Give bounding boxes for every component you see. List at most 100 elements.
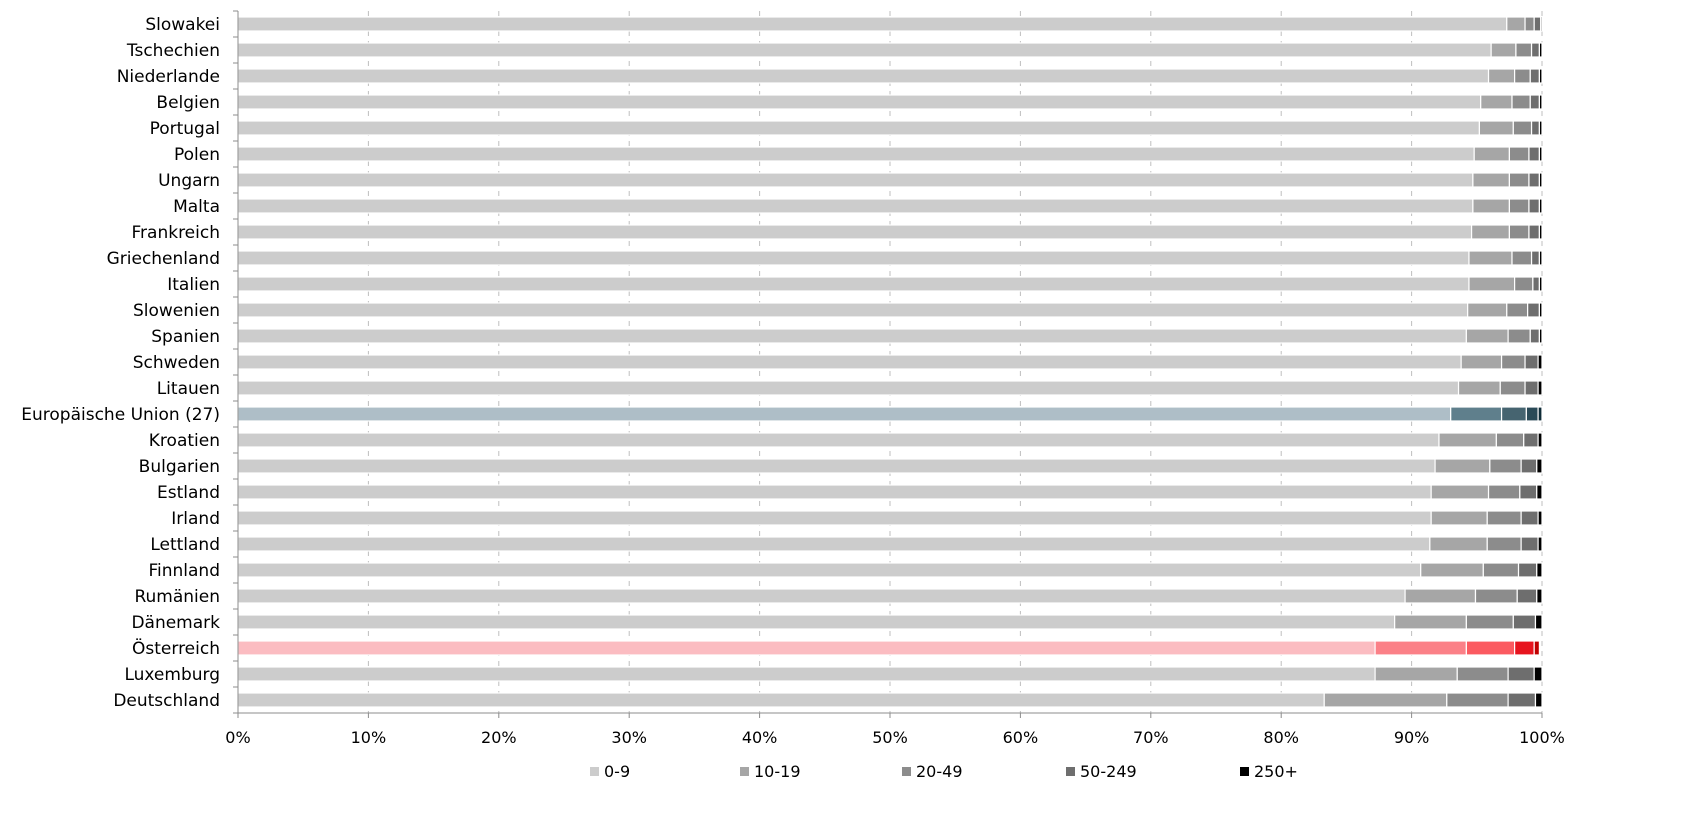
- category-label: Slowakei: [145, 15, 220, 35]
- x-tick-label: 20%: [481, 728, 517, 747]
- bar-segment: [1517, 562, 1538, 578]
- bar-segment: [1538, 198, 1543, 214]
- bar-row: [237, 484, 1543, 500]
- bar-segment: [1533, 16, 1542, 32]
- bar-segment: [1507, 328, 1531, 344]
- bar-row: [237, 224, 1543, 240]
- bar-segment: [1534, 692, 1543, 708]
- bar-segment: [237, 250, 1470, 266]
- bar-segment: [1536, 562, 1543, 578]
- bar-segment: [1530, 250, 1540, 266]
- legend-item: 10-19: [740, 762, 801, 781]
- bar-segment: [1500, 354, 1526, 370]
- category-label: Dänemark: [131, 613, 220, 633]
- bar-segment: [1537, 432, 1543, 448]
- bar-segment: [1520, 458, 1538, 474]
- bar-segment: [237, 146, 1475, 162]
- bar-segment: [1489, 458, 1522, 474]
- bar-row: [237, 68, 1543, 84]
- bar-segment: [1516, 588, 1538, 604]
- bar-segment: [1500, 406, 1527, 422]
- x-tick-label: 40%: [742, 728, 778, 747]
- legend-item: 0-9: [590, 762, 630, 781]
- bar-segment: [1520, 536, 1539, 552]
- category-label: Kroatien: [149, 431, 220, 451]
- bar-segment: [237, 94, 1482, 110]
- bar-segment: [1429, 536, 1488, 552]
- bar-segment: [1508, 198, 1530, 214]
- category-label: Rumänien: [134, 587, 220, 607]
- bar-segment: [1514, 276, 1534, 292]
- bar-segment: [237, 68, 1490, 84]
- bar-segment: [1420, 562, 1484, 578]
- legend-item: 20-49: [902, 762, 963, 781]
- bar-row: [237, 562, 1543, 578]
- bar-segment: [1515, 42, 1533, 58]
- bar-segment: [1529, 94, 1540, 110]
- bar-segment: [237, 16, 1508, 32]
- bar-segment: [1507, 692, 1537, 708]
- bar-segment: [1523, 432, 1539, 448]
- bar-segment: [1404, 588, 1477, 604]
- bar-segment: [237, 354, 1462, 370]
- bar-segment: [1538, 42, 1543, 58]
- bar-segment: [237, 380, 1460, 396]
- bar-segment: [237, 692, 1325, 708]
- bar-segment: [1538, 328, 1543, 344]
- bar-segment: [1486, 510, 1522, 526]
- bar-segment: [1528, 198, 1540, 214]
- bar-segment: [1430, 510, 1488, 526]
- bar-segment: [1519, 484, 1538, 500]
- category-label: Niederlande: [117, 67, 220, 87]
- bar-segment: [1486, 536, 1522, 552]
- bar-segment: [237, 666, 1376, 682]
- bar-segment: [237, 172, 1474, 188]
- bar-segment: [1512, 120, 1533, 136]
- bar-row: [237, 146, 1543, 162]
- legend-label: 250+: [1254, 762, 1298, 781]
- bar-segment: [1538, 94, 1543, 110]
- bar-segment: [1465, 640, 1516, 656]
- bar-segment: [1538, 276, 1543, 292]
- bar-segment: [1534, 614, 1543, 630]
- bar-segment: [1538, 146, 1543, 162]
- bar-segment: [1506, 302, 1529, 318]
- legend-swatch: [590, 767, 599, 776]
- bar-segment: [237, 640, 1376, 656]
- bar-segment: [1511, 250, 1533, 266]
- bar-segment: [237, 588, 1406, 604]
- category-label: Lettland: [150, 535, 220, 555]
- bar-segment: [1438, 432, 1497, 448]
- bar-segment: [1538, 250, 1543, 266]
- bar-segment: [1507, 666, 1535, 682]
- bar-segment: [1529, 68, 1540, 84]
- bar-row: [237, 432, 1543, 448]
- bar-segment: [237, 614, 1396, 630]
- bar-segment: [1508, 224, 1530, 240]
- legend-swatch: [1066, 767, 1075, 776]
- category-label: Österreich: [132, 637, 220, 659]
- bar-segment: [1457, 380, 1501, 396]
- x-tick-label: 0%: [225, 728, 250, 747]
- bar-segment: [1537, 354, 1543, 370]
- bar-row: [237, 614, 1543, 630]
- x-tick-label: 100%: [1519, 728, 1565, 747]
- category-label: Irland: [171, 509, 220, 529]
- bar-segment: [1446, 692, 1509, 708]
- x-tick-label: 90%: [1394, 728, 1430, 747]
- bar-segment: [1456, 666, 1509, 682]
- bar-segment: [1472, 172, 1510, 188]
- bar-segment: [1473, 146, 1511, 162]
- bar-segment: [1480, 94, 1513, 110]
- bar-segment: [1374, 666, 1458, 682]
- legend-swatch: [740, 767, 749, 776]
- bar-row: [237, 120, 1543, 136]
- bar-row: [237, 354, 1543, 370]
- bar-segment: [237, 198, 1474, 214]
- bar-row: [237, 16, 1543, 32]
- bar-segment: [1538, 172, 1543, 188]
- bar-segment: [1478, 120, 1514, 136]
- bar-segment: [237, 120, 1481, 136]
- legend-label: 20-49: [916, 762, 963, 781]
- category-label: Europäische Union (27): [21, 405, 220, 425]
